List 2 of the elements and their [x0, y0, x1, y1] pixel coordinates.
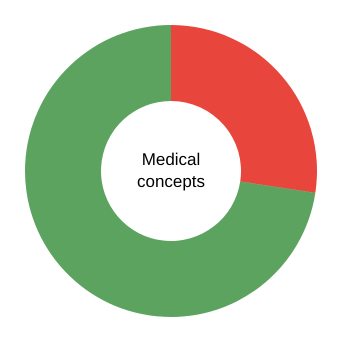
text: Medical concepts — [136, 150, 206, 191]
donut-slice — [25, 25, 316, 317]
